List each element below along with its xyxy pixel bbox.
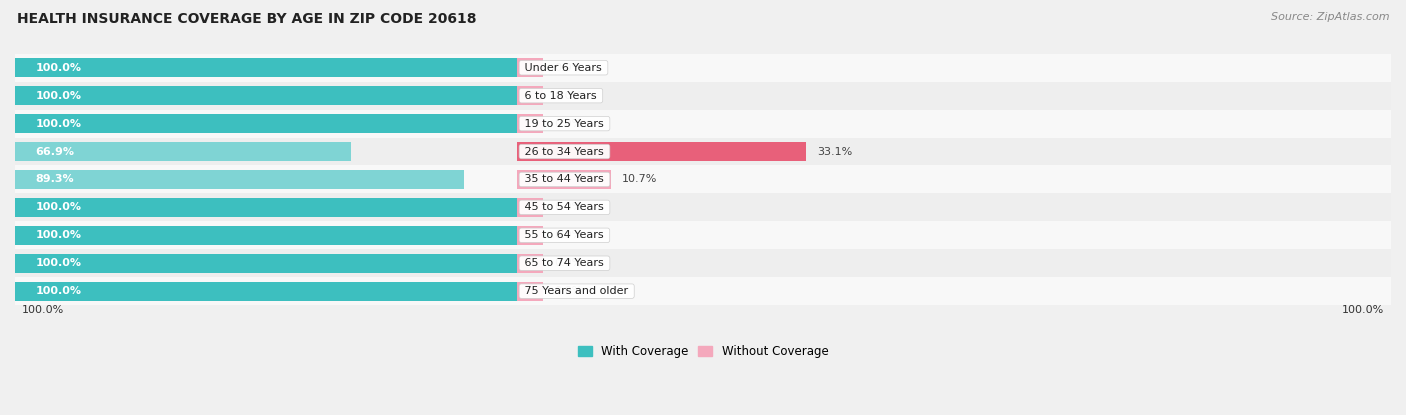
Text: 0.0%: 0.0% [554,230,582,240]
Bar [517,114,544,133]
Bar [517,58,544,77]
Text: 100.0%: 100.0% [35,258,82,268]
Bar [15,58,517,77]
FancyBboxPatch shape [15,110,1391,137]
Text: 100.0%: 100.0% [1341,305,1384,315]
Text: 75 Years and older: 75 Years and older [522,286,631,296]
Bar [517,254,544,273]
Text: 35 to 44 Years: 35 to 44 Years [522,174,607,184]
Text: 0.0%: 0.0% [554,258,582,268]
Bar [15,170,464,189]
Bar [517,198,544,217]
Bar [15,86,517,105]
Text: 45 to 54 Years: 45 to 54 Years [522,203,607,212]
Text: 19 to 25 Years: 19 to 25 Years [522,119,607,129]
Text: 0.0%: 0.0% [554,119,582,129]
Text: HEALTH INSURANCE COVERAGE BY AGE IN ZIP CODE 20618: HEALTH INSURANCE COVERAGE BY AGE IN ZIP … [17,12,477,27]
Text: 100.0%: 100.0% [35,63,82,73]
FancyBboxPatch shape [15,221,1391,249]
Bar [15,282,517,300]
Bar [517,282,544,300]
FancyBboxPatch shape [15,277,1391,305]
Text: 100.0%: 100.0% [35,286,82,296]
Bar [15,142,352,161]
Text: 0.0%: 0.0% [554,90,582,101]
Bar [15,114,517,133]
Bar [15,226,517,245]
Text: 33.1%: 33.1% [817,146,852,156]
Text: 100.0%: 100.0% [35,203,82,212]
Text: 10.7%: 10.7% [621,174,657,184]
FancyBboxPatch shape [15,137,1391,166]
FancyBboxPatch shape [15,54,1391,82]
Text: 65 to 74 Years: 65 to 74 Years [522,258,607,268]
Bar [517,142,807,161]
Text: 100.0%: 100.0% [22,305,65,315]
Text: 66.9%: 66.9% [35,146,75,156]
Text: 0.0%: 0.0% [554,286,582,296]
Text: 26 to 34 Years: 26 to 34 Years [522,146,607,156]
Text: 6 to 18 Years: 6 to 18 Years [522,90,600,101]
Text: 55 to 64 Years: 55 to 64 Years [522,230,607,240]
FancyBboxPatch shape [15,193,1391,221]
Text: Under 6 Years: Under 6 Years [522,63,606,73]
FancyBboxPatch shape [15,166,1391,193]
Text: 0.0%: 0.0% [554,203,582,212]
Bar [15,254,517,273]
Bar [517,86,544,105]
Text: 100.0%: 100.0% [35,230,82,240]
Text: 0.0%: 0.0% [554,63,582,73]
Bar [15,198,517,217]
FancyBboxPatch shape [15,249,1391,277]
Bar [517,226,544,245]
FancyBboxPatch shape [15,82,1391,110]
Text: 89.3%: 89.3% [35,174,75,184]
Text: 100.0%: 100.0% [35,90,82,101]
Bar [517,170,610,189]
Text: 100.0%: 100.0% [35,119,82,129]
Legend: With Coverage, Without Coverage: With Coverage, Without Coverage [572,340,834,363]
Text: Source: ZipAtlas.com: Source: ZipAtlas.com [1271,12,1389,22]
